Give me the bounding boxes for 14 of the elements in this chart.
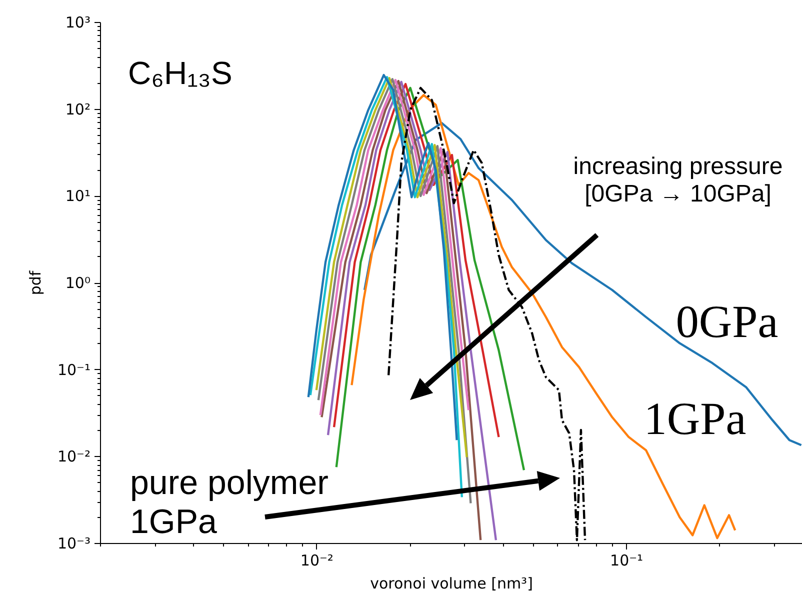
y-tick-label: 10² — [65, 100, 90, 118]
y-tick-label: 10⁰ — [65, 274, 90, 292]
x-axis-title: voronoi volume [nm³] — [370, 574, 533, 592]
y-tick-label: 10⁻² — [57, 448, 90, 466]
annotation: pure polymer 1GPa — [130, 464, 328, 542]
y-tick-label: 10¹ — [65, 187, 90, 206]
annotation: 1GPa — [644, 393, 746, 444]
annotation: C₆H₁₃S — [128, 55, 232, 91]
y-tick-label: 10³ — [65, 14, 90, 32]
y-axis-title: pdf — [26, 270, 44, 296]
y-tick-label: 10⁻¹ — [57, 360, 90, 379]
annotation: increasing pressure [0GPa → 10GPa] — [573, 153, 783, 208]
annotation: 0GPa — [676, 296, 778, 347]
y-tick-label: 10⁻³ — [57, 534, 90, 552]
